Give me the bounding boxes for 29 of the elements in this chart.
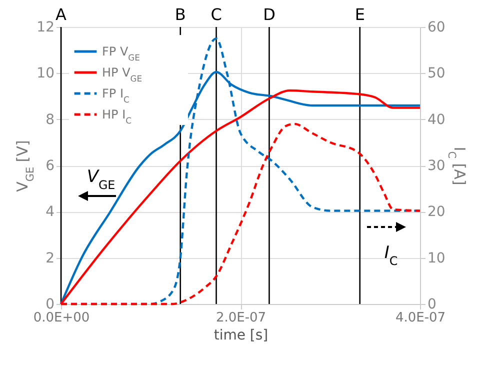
- y2-tick-label: 40: [428, 112, 446, 128]
- ref-line-label: A: [56, 5, 67, 24]
- ref-line-label: D: [263, 5, 276, 24]
- x-tick-label: 4.0E-07: [395, 310, 446, 326]
- annotation: I$_{C}$: [384, 243, 398, 268]
- x-tick-label: 0.0E+00: [33, 310, 90, 326]
- y2-tick-label: 20: [428, 204, 446, 220]
- y-tick-label: 0: [46, 296, 54, 312]
- y2-tick-label: 10: [428, 250, 446, 266]
- ref-line-label: B: [174, 5, 186, 24]
- legend-label: FP I$_{C}$: [102, 86, 130, 104]
- y-tick-label: 12: [36, 20, 54, 36]
- y2-tick-label: 50: [428, 66, 446, 82]
- legend-label: FP V$_{GE}$: [102, 44, 140, 62]
- legend-label: HP V$_{GE}$: [102, 66, 142, 84]
- y-tick-label: 8: [46, 112, 54, 128]
- y-tick-label: 10: [36, 66, 54, 82]
- ref-line-label: E: [354, 5, 365, 24]
- y2-tick-label: 30: [428, 158, 446, 174]
- x-axis-title: time [s]: [214, 328, 268, 344]
- y2-tick-label: 60: [428, 20, 446, 36]
- x-tick-label: 2.0E-07: [216, 310, 266, 326]
- y-tick-label: 4: [46, 204, 55, 220]
- ref-line-label: C: [210, 5, 222, 24]
- y-tick-label: 6: [46, 158, 55, 174]
- annotation: V$_{GE}$: [86, 167, 116, 192]
- y-tick-label: 2: [46, 250, 54, 266]
- legend-label: HP I$_{C}$: [102, 108, 132, 126]
- y2-tick-label: 0: [428, 296, 436, 312]
